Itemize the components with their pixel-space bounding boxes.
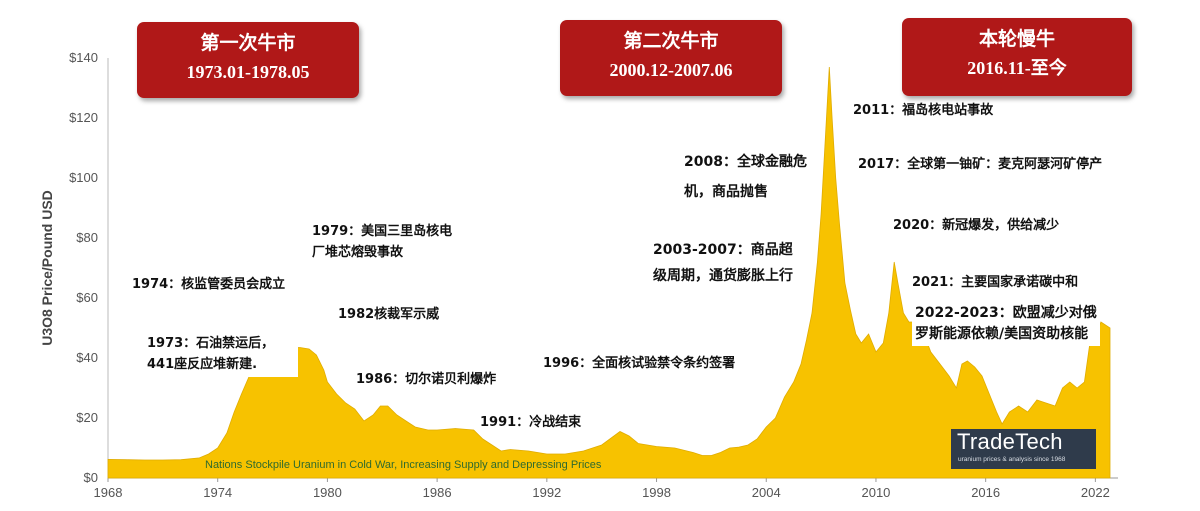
annotation-1986: 1986：切尔诺贝利爆炸 (356, 372, 497, 387)
annotation-2003: 2003-2007：商品超级周期，通货膨胀上行 (653, 242, 793, 284)
annotation-1996: 1996：全面核试验禁令条约签署 (543, 356, 736, 371)
tradetech-logo: TradeTech uranium prices & analysis sinc… (951, 429, 1096, 469)
x-tick-label: 2004 (752, 485, 781, 500)
y-axis-label: U3O8 Price/Pound USD (39, 190, 55, 346)
period-range: 2016.11-至今 (967, 58, 1067, 78)
x-tick-label: 1992 (532, 485, 561, 500)
y-tick-label: $60 (76, 290, 98, 305)
x-tick-label: 1998 (642, 485, 671, 500)
period-range: 1973.01-1978.05 (186, 62, 310, 82)
period-title: 第二次牛市 (623, 30, 719, 52)
banner-text: Nations Stockpile Uranium in Cold War, I… (205, 459, 602, 471)
x-tick-label: 1974 (203, 485, 232, 500)
y-tick-label: $80 (76, 230, 98, 245)
period-range: 2000.12-2007.06 (609, 60, 733, 80)
y-tick-label: $20 (76, 410, 98, 425)
y-tick-label: $120 (69, 110, 98, 125)
y-tick-label: $100 (69, 170, 98, 185)
y-tick-label: $0 (84, 470, 98, 485)
price-area-series (107, 66, 1111, 479)
x-tick-label: 2010 (861, 485, 890, 500)
annotation-2017: 2017：全球第一铀矿：麦克阿瑟河矿停产 (858, 157, 1103, 172)
x-tick-label: 1980 (313, 485, 342, 500)
annotation-1979: 1979：美国三里岛核电厂堆芯熔毁事故 (312, 224, 453, 260)
annotation-1974: 1974：核监管委员会成立 (132, 277, 286, 292)
x-tick-label: 2016 (971, 485, 1000, 500)
x-tick-label: 1986 (423, 485, 452, 500)
period-box-second-bull: 第二次牛市 2000.12-2007.06 (560, 20, 782, 96)
annotation-2008: 2008：全球金融危机，商品抛售 (684, 154, 807, 200)
y-tick-label: $140 (69, 50, 98, 65)
annotation-2011: 2011：福岛核电站事故 (853, 103, 994, 118)
annotation-2020: 2020：新冠爆发，供给减少 (893, 218, 1060, 233)
annotation-1991: 1991：冷战结束 (480, 415, 582, 430)
logo-name: TradeTech (957, 429, 1063, 454)
annotation-1982: 1982核裁军示威 (338, 307, 440, 322)
logo-tagline: uranium prices & analysis since 1968 (958, 456, 1066, 463)
period-box-slow-bull: 本轮慢牛 2016.11-至今 (902, 18, 1132, 96)
y-tick-label: $40 (76, 350, 98, 365)
annotation-2021: 2021：主要国家承诺碳中和 (912, 275, 1079, 290)
period-title: 本轮慢牛 (978, 28, 1055, 50)
annotation-2022: 2022-2023：欧盟减少对俄罗斯能源依赖/美国资助核能 (912, 302, 1100, 346)
period-box-first-bull: 第一次牛市 1973.01-1978.05 (137, 22, 359, 98)
annotation-1973: 1973：石油禁运后，441座反应堆新建. (144, 331, 298, 377)
period-title: 第一次牛市 (200, 32, 296, 54)
x-tick-label: 1968 (94, 485, 123, 500)
x-tick-label: 2022 (1081, 485, 1110, 500)
